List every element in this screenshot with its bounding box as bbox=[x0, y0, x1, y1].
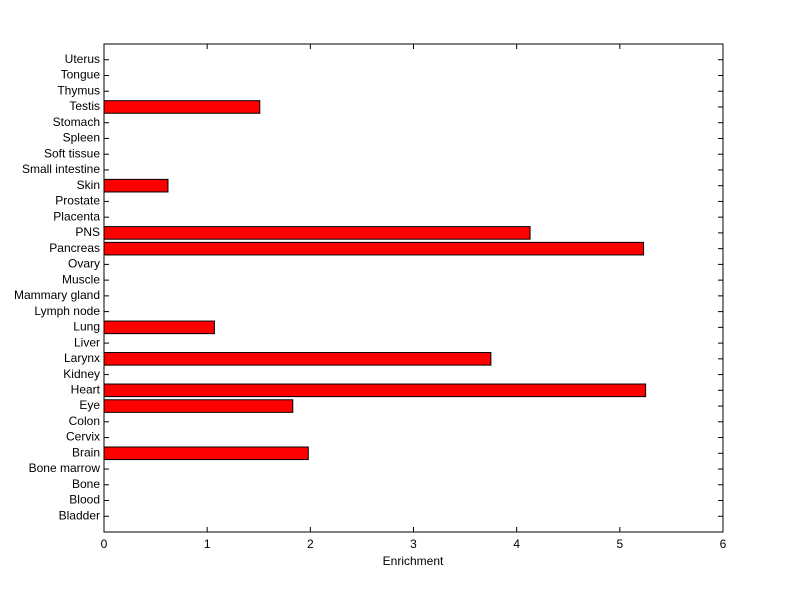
y-tick-label: Cervix bbox=[66, 430, 100, 444]
y-tick-label: Bone marrow bbox=[29, 461, 101, 475]
y-tick-label: Bone bbox=[72, 477, 100, 491]
y-tick-label: Liver bbox=[74, 335, 100, 349]
y-tick-label: Muscle bbox=[62, 272, 100, 286]
y-tick-label: Testis bbox=[69, 99, 100, 113]
y-tick-label: Pancreas bbox=[49, 241, 100, 255]
x-tick-label: 6 bbox=[720, 537, 727, 551]
y-tick-label: Ovary bbox=[68, 257, 100, 271]
y-tick-label: Heart bbox=[71, 382, 101, 396]
x-tick-label: 5 bbox=[616, 537, 623, 551]
bar bbox=[103, 352, 492, 366]
x-tick-label: 2 bbox=[307, 537, 314, 551]
y-tick-label: Spleen bbox=[63, 131, 100, 145]
bar bbox=[103, 383, 647, 398]
bar bbox=[103, 320, 215, 335]
y-tick-label: Lymph node bbox=[34, 304, 100, 318]
x-axis-label: Enrichment bbox=[383, 554, 444, 568]
y-tick-label: Brain bbox=[72, 445, 100, 459]
y-tick-label: Thymus bbox=[57, 83, 100, 97]
y-tick-label: Small intestine bbox=[22, 162, 100, 176]
y-tick-label: Mammary gland bbox=[14, 288, 100, 302]
bar bbox=[103, 241, 645, 256]
bar bbox=[103, 446, 309, 461]
bar bbox=[103, 178, 169, 193]
x-tick-label: 0 bbox=[101, 537, 108, 551]
bar bbox=[103, 100, 261, 114]
y-tick-label: Bladder bbox=[59, 508, 100, 522]
x-tick-label: 1 bbox=[204, 537, 211, 551]
bar bbox=[103, 226, 531, 240]
bar bbox=[103, 399, 294, 413]
y-tick-label: Blood bbox=[69, 493, 100, 507]
x-tick-label: 4 bbox=[513, 537, 520, 551]
y-tick-label: Soft tissue bbox=[44, 146, 100, 160]
y-tick-label: Stomach bbox=[53, 115, 100, 129]
y-tick-label: Prostate bbox=[55, 194, 100, 208]
y-tick-label: PNS bbox=[75, 225, 100, 239]
y-tick-label: Placenta bbox=[53, 209, 100, 223]
y-tick-label: Uterus bbox=[65, 52, 100, 66]
y-tick-label: Skin bbox=[77, 178, 100, 192]
y-tick-label: Eye bbox=[79, 398, 100, 412]
y-tick-label: Colon bbox=[69, 414, 100, 428]
y-tick-label: Lung bbox=[73, 320, 100, 334]
y-tick-label: Tongue bbox=[61, 68, 101, 82]
x-tick-label: 3 bbox=[410, 537, 417, 551]
y-tick-label: Larynx bbox=[64, 351, 100, 365]
y-tick-label: Kidney bbox=[63, 367, 100, 381]
